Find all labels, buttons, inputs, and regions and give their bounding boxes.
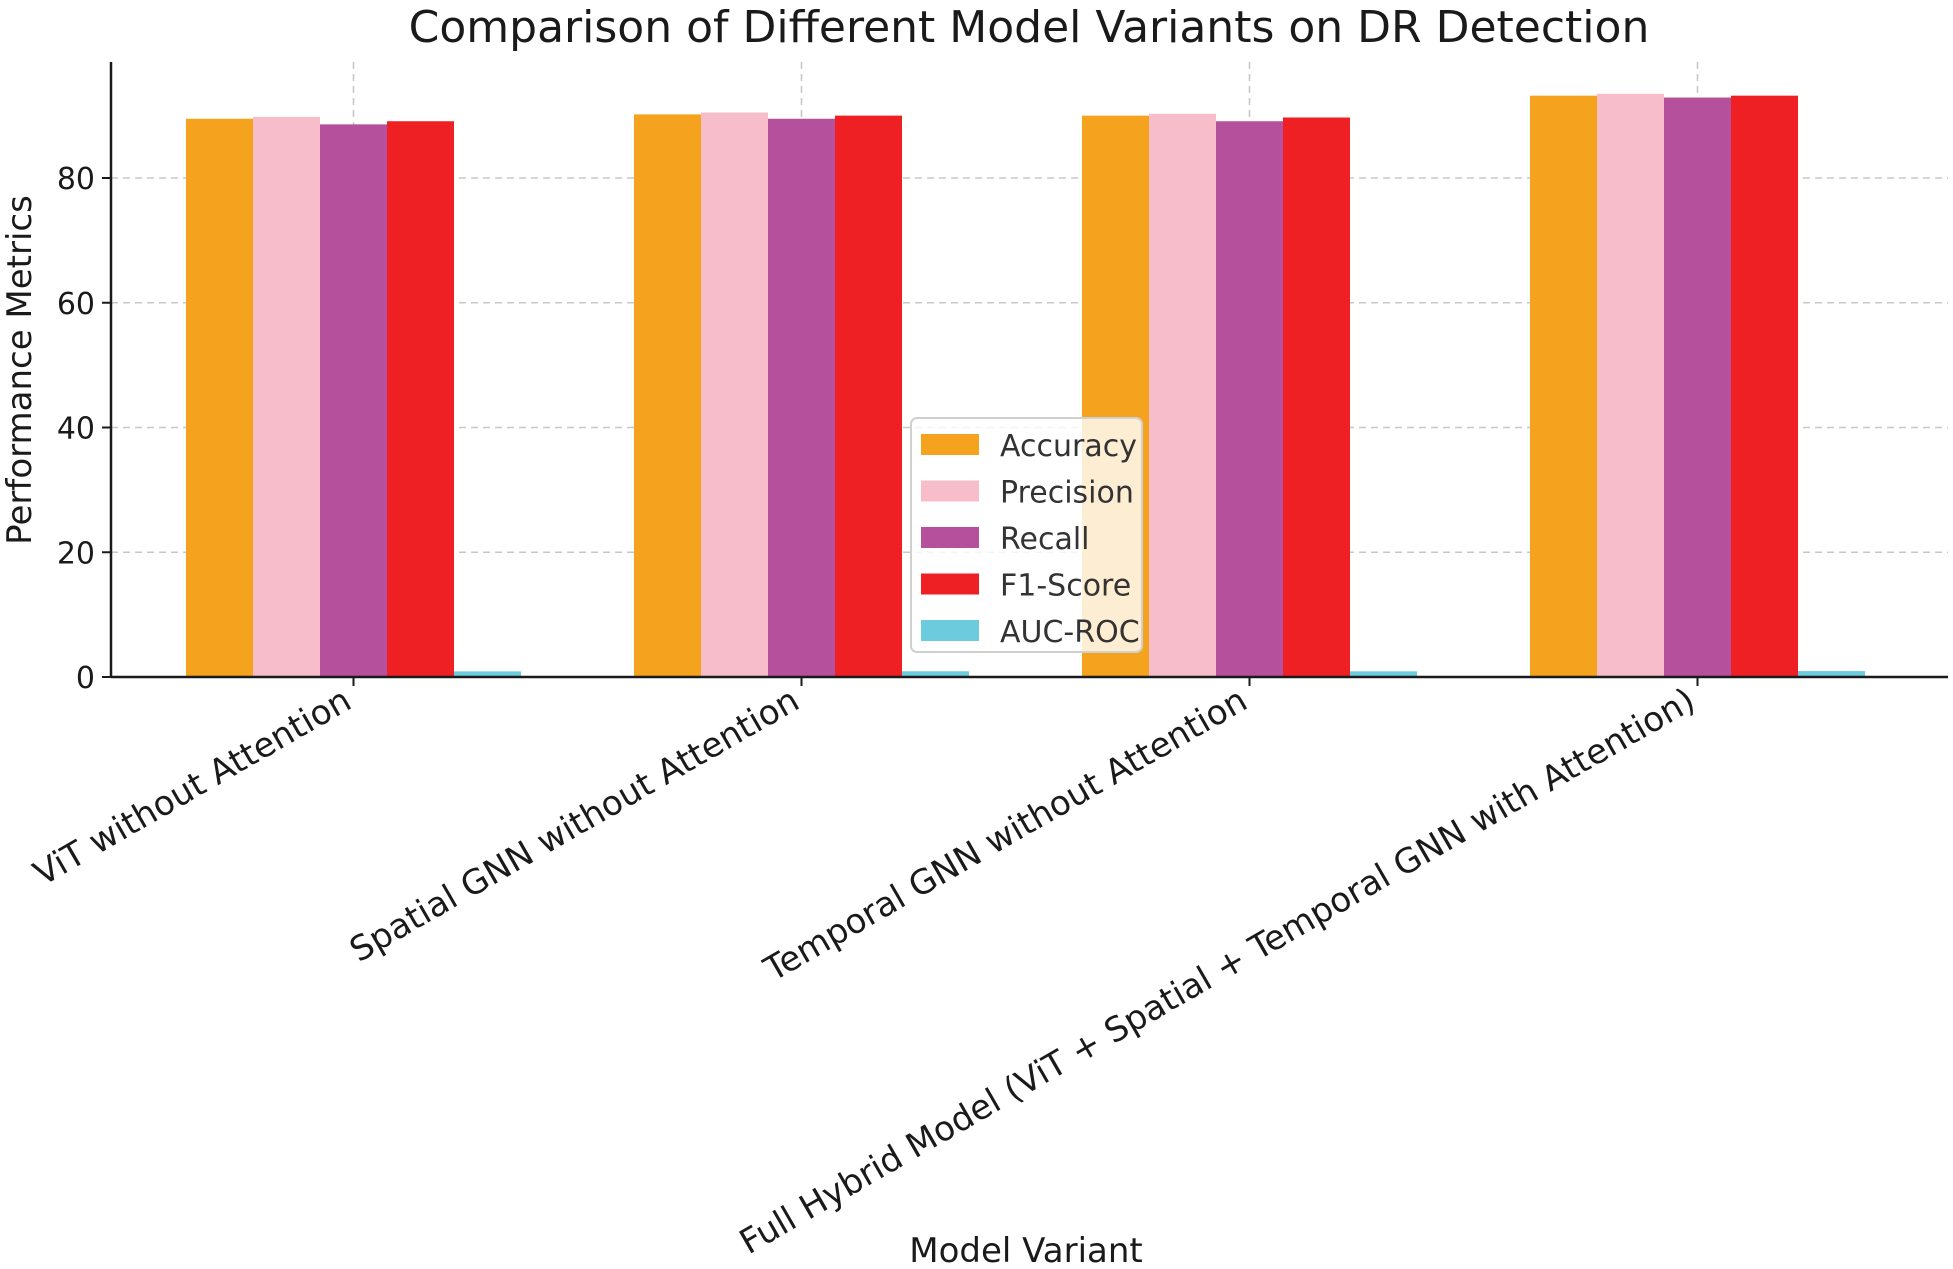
y-tick-labels: 0 20 40 60 80 [57, 162, 111, 696]
y-tick-label: 20 [57, 536, 95, 571]
bar-f1-score [835, 115, 902, 677]
bar-recall [768, 118, 835, 677]
bar-precision [1597, 93, 1664, 677]
x-tick-label: ViT without Attention [27, 680, 358, 894]
x-tick-label: Temporal GNN without Attention [757, 680, 1254, 990]
bar-precision [1149, 113, 1216, 677]
legend-swatch [921, 573, 979, 595]
x-tick-label: Full Hybrid Model (ViT + Spatial + Tempo… [733, 680, 1702, 1263]
legend-label: AUC-ROC [1000, 615, 1140, 650]
bar-recall [1216, 121, 1283, 677]
legend-swatch [921, 527, 979, 548]
legend-label: F1-Score [1000, 569, 1131, 604]
legend-label: Recall [1000, 522, 1090, 557]
y-tick-label: 80 [57, 162, 95, 197]
legend-swatch [921, 620, 979, 641]
chart-title: Comparison of Different Model Variants o… [409, 2, 1650, 53]
bar-f1-score [1731, 95, 1798, 678]
bar-auc-roc [1798, 671, 1865, 677]
x-tick-label: Spatial GNN without Attention [343, 680, 806, 970]
legend-label: Accuracy [1000, 429, 1137, 464]
bar-precision [701, 112, 768, 678]
bar-f1-score [1283, 117, 1350, 678]
x-axis-label: Model Variant [909, 1231, 1142, 1269]
bar-accuracy [1530, 95, 1597, 678]
legend-label: Precision [1000, 476, 1134, 511]
bar-accuracy [634, 114, 701, 677]
bar-auc-roc [454, 671, 521, 677]
bar-accuracy [186, 118, 253, 677]
bar-f1-score [387, 121, 454, 677]
bar-precision [253, 116, 320, 677]
y-tick-label: 0 [76, 661, 95, 696]
bar-auc-roc [1350, 671, 1417, 677]
legend-swatch [921, 480, 979, 502]
bars [186, 93, 1865, 678]
axes [109, 62, 1948, 679]
bar-recall [1664, 97, 1731, 677]
bar-recall [320, 124, 387, 678]
y-tick-label: 40 [57, 412, 95, 447]
y-tick-label: 60 [57, 287, 95, 322]
legend-swatch [921, 434, 979, 455]
bar-auc-roc [902, 671, 969, 677]
y-axis-label: Performance Metrics [0, 195, 40, 545]
legend: Accuracy Precision Recall F1-Score AUC-ROC [910, 417, 1143, 653]
